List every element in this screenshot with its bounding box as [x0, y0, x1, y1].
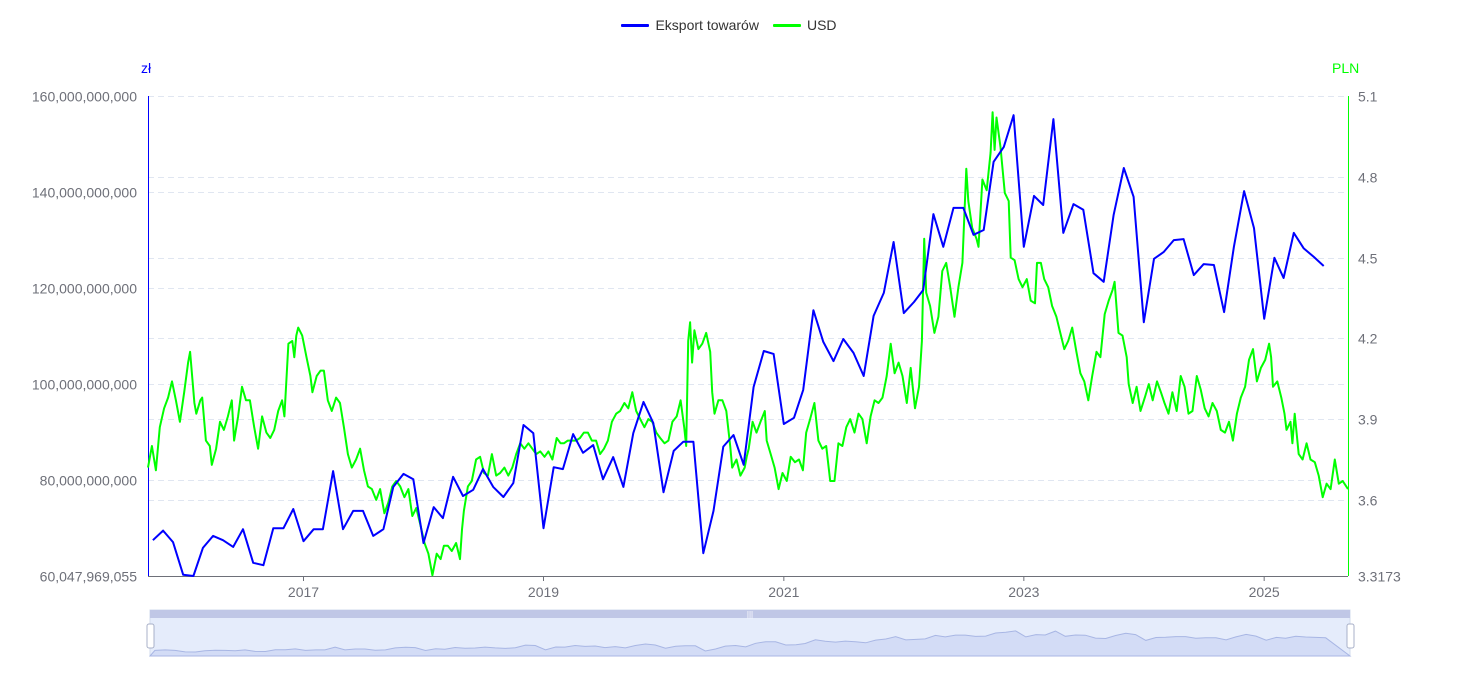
slider-handle-left[interactable] — [146, 623, 155, 649]
left-tick-label: 120,000,000,000 — [32, 281, 137, 297]
right-tick-label: 4.5 — [1358, 251, 1378, 267]
left-tick-label: 160,000,000,000 — [32, 89, 137, 105]
left-tick-label: 140,000,000,000 — [32, 185, 137, 201]
left-axis-name: zł — [141, 60, 152, 76]
slider-handle-right[interactable] — [1346, 623, 1355, 649]
legend-item-eksport[interactable]: Eksport towarów — [621, 17, 759, 33]
x-tick-label: 2023 — [1008, 584, 1039, 600]
series-layer — [147, 111, 1349, 577]
legend-line-icon — [621, 23, 650, 27]
right-tick-label: 3.3173 — [1358, 569, 1401, 585]
left-tick-label: 80,000,000,000 — [40, 473, 138, 489]
x-tick-label: 2021 — [768, 584, 799, 600]
right-axis-name: PLN — [1332, 60, 1360, 76]
right-tick-label: 5.1 — [1358, 89, 1378, 105]
slider-grip-icon: ||| — [747, 610, 753, 619]
x-tick-label: 2025 — [1249, 584, 1280, 600]
data-zoom-slider[interactable]: ||| — [146, 609, 1355, 657]
slider-move-bar — [150, 610, 1350, 618]
legend-label: Eksport towarów — [655, 17, 759, 33]
right-tick-label: 4.2 — [1358, 331, 1378, 347]
left-tick-label: 100,000,000,000 — [32, 377, 137, 393]
legend: Eksport towarów USD — [0, 17, 1458, 33]
left-tick-label: 60,047,969,055 — [40, 569, 138, 585]
right-tick-label: 4.8 — [1358, 170, 1378, 186]
slider-data-shadow — [148, 630, 1352, 657]
axes: 60,047,969,055 80,000,000,000 100,000,000,… — [32, 89, 1401, 601]
right-tick-label: 3.9 — [1358, 412, 1378, 428]
x-tick-label: 2019 — [528, 584, 559, 600]
legend-line-icon — [772, 23, 801, 27]
legend-label: USD — [806, 17, 837, 33]
series-line-eksport-towarow — [152, 114, 1325, 577]
right-tick-label: 3.6 — [1358, 493, 1378, 509]
legend-item-usd[interactable]: USD — [772, 17, 837, 33]
series-line-usd — [147, 111, 1349, 577]
gridlines — [148, 96, 1348, 501]
x-tick-label: 2017 — [288, 584, 319, 600]
